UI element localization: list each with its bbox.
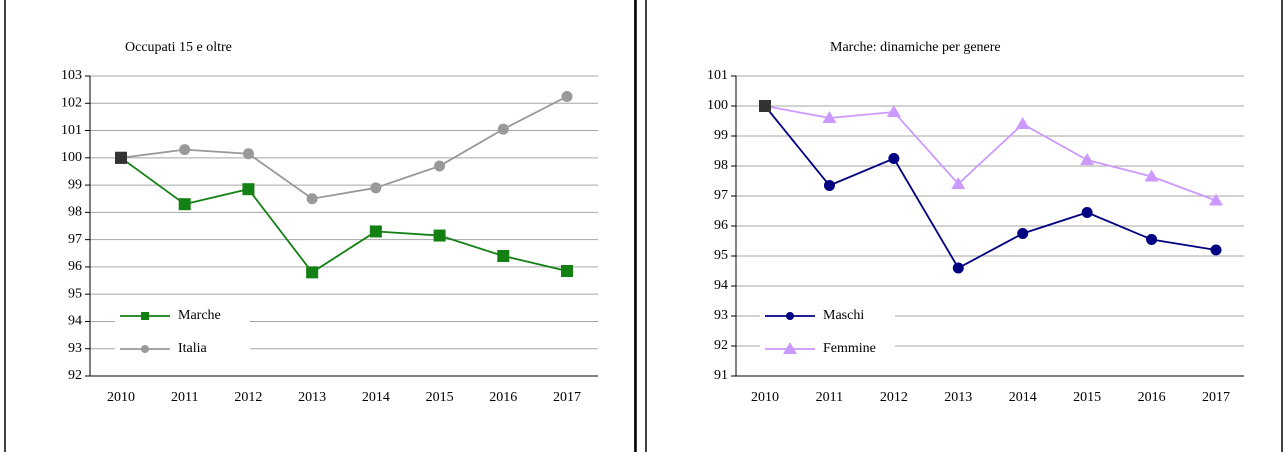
x-tick-label: 2015	[1073, 390, 1101, 405]
marker	[1080, 153, 1095, 165]
legend-marker	[141, 345, 149, 353]
x-tick-label: 2011	[171, 390, 198, 405]
marker	[497, 123, 509, 135]
marker	[952, 262, 964, 274]
series-line	[764, 105, 1217, 270]
marker	[497, 250, 510, 262]
legend-marker	[141, 312, 149, 320]
y-tick-label: 94	[714, 278, 728, 293]
chart-title: Occupati 15 e oltre	[125, 40, 232, 55]
marker	[369, 225, 382, 238]
marker	[1144, 169, 1159, 182]
x-tick-label: 2017	[553, 390, 581, 405]
y-tick-label: 99	[714, 128, 728, 143]
y-tick-label: 98	[68, 205, 82, 220]
legend-label: Femmine	[823, 341, 876, 356]
y-tick-label: 91	[714, 368, 728, 383]
x-tick-label: 2016	[1138, 390, 1166, 405]
marker	[886, 105, 901, 117]
panel-frame	[4, 0, 636, 452]
y-tick-label: 94	[68, 314, 82, 329]
marker	[561, 265, 573, 277]
y-tick-label: 95	[714, 248, 728, 263]
x-tick-label: 2012	[880, 390, 908, 405]
x-tick-label: 2012	[234, 390, 262, 405]
x-tick-label: 2017	[1202, 390, 1230, 405]
marker	[1017, 228, 1029, 239]
series-line	[120, 157, 568, 274]
x-tick-label: 2013	[944, 390, 972, 405]
y-tick-label: 97	[68, 232, 82, 247]
y-tick-label: 101	[61, 123, 82, 138]
y-tick-label: 96	[68, 259, 82, 274]
marker	[115, 151, 127, 164]
marker	[178, 198, 191, 211]
marker	[1210, 244, 1222, 256]
marker	[951, 177, 966, 189]
x-tick-label: 2016	[489, 390, 517, 405]
x-tick-label: 2014	[1009, 390, 1037, 405]
marker	[306, 193, 318, 205]
marker	[370, 182, 382, 194]
chart-title: Marche: dinamiche per genere	[830, 40, 1001, 55]
x-tick-label: 2010	[107, 390, 135, 405]
x-tick-label: 2015	[426, 390, 454, 405]
marker	[1015, 117, 1030, 129]
marker	[242, 183, 255, 196]
legend-label: Maschi	[823, 308, 864, 323]
marker	[306, 266, 319, 279]
y-tick-label: 93	[68, 341, 82, 356]
y-tick-label: 92	[68, 368, 82, 383]
y-tick-label: 95	[68, 286, 82, 301]
y-tick-label: 92	[714, 338, 728, 353]
legend-marker	[783, 342, 797, 354]
marker	[1081, 207, 1093, 218]
x-tick-label: 2014	[362, 390, 390, 405]
y-tick-label: 98	[714, 158, 728, 173]
y-tick-label: 93	[714, 308, 728, 323]
marker	[1209, 193, 1223, 206]
marker	[823, 180, 835, 191]
legend-box	[760, 302, 895, 364]
marker	[242, 148, 254, 160]
y-tick-label: 103	[61, 68, 82, 83]
marker	[433, 229, 446, 242]
panel-frame	[645, 0, 1283, 452]
legend-marker	[786, 312, 794, 320]
y-tick-label: 102	[61, 95, 82, 110]
marker	[561, 90, 573, 102]
series-line	[764, 105, 1217, 202]
legend-label: Italia	[178, 341, 208, 356]
marker	[759, 100, 771, 112]
x-tick-label: 2010	[751, 390, 779, 405]
y-tick-label: 99	[68, 177, 82, 192]
x-tick-label: 2011	[816, 390, 843, 405]
marker	[179, 144, 191, 156]
y-tick-label: 100	[61, 150, 82, 165]
marker	[1146, 234, 1158, 245]
marker	[888, 153, 900, 164]
y-tick-label: 97	[714, 188, 728, 203]
legend-label: Marche	[178, 308, 221, 323]
marker	[822, 111, 837, 123]
y-tick-label: 101	[707, 68, 728, 83]
legend-box	[115, 302, 250, 364]
y-tick-label: 100	[707, 98, 728, 113]
marker	[434, 160, 446, 172]
y-tick-label: 96	[714, 218, 728, 233]
x-tick-label: 2013	[298, 390, 326, 405]
series-line	[120, 95, 568, 200]
